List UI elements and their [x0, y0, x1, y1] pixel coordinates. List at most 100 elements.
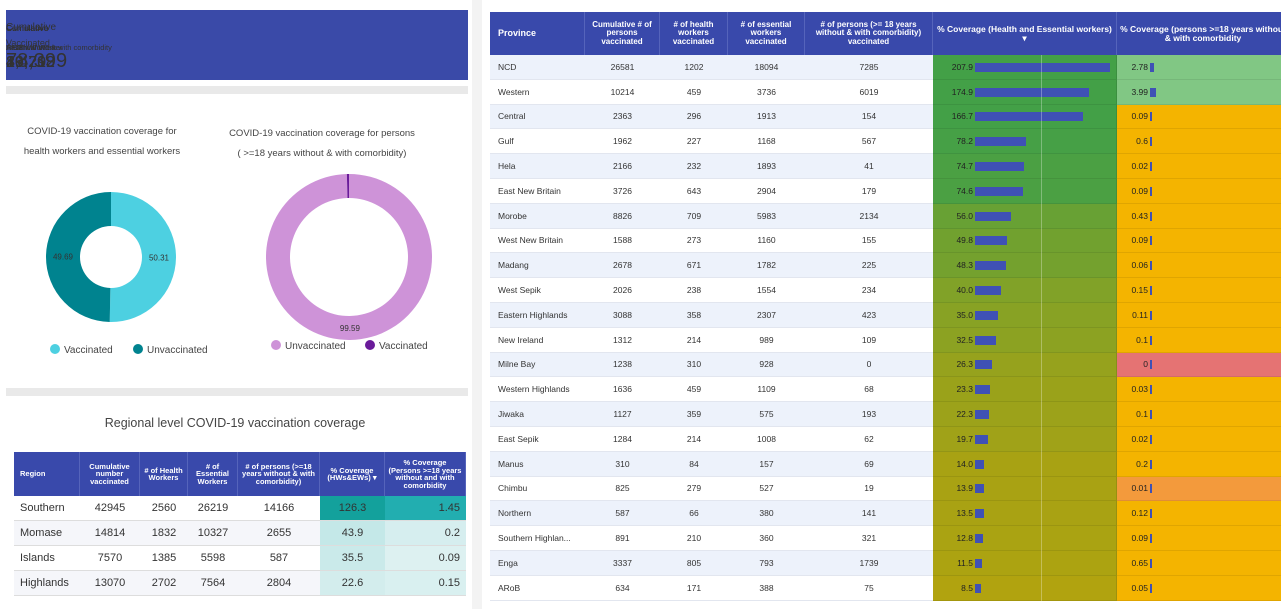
- table-cell: 527: [728, 476, 805, 502]
- coverage-cell: 48.3: [933, 253, 1117, 279]
- coverage-bar: [975, 211, 1012, 221]
- table-cell: Islands: [14, 546, 80, 571]
- table-cell: 157: [728, 451, 805, 477]
- table-cell: 238: [660, 278, 728, 303]
- coverage-cell: 13.9: [933, 476, 1117, 502]
- coverage-value: 40.0: [956, 285, 973, 296]
- coverage-value: 14.0: [956, 458, 973, 469]
- table-cell: 75: [805, 575, 933, 601]
- table-cell: 793: [728, 551, 805, 576]
- donut-title: health workers and essential workers: [24, 146, 181, 157]
- table-cell: 575: [728, 402, 805, 427]
- table-cell: Jiwaka: [490, 402, 585, 427]
- coverage-value: 0: [1143, 359, 1148, 370]
- table-cell: 1962: [585, 129, 660, 155]
- coverage-value: 0.11: [1132, 309, 1148, 320]
- column-header: Cumulative # of persons vaccinated: [585, 12, 660, 55]
- column-header: % Coverage (HWs&EWs) ▾: [320, 452, 385, 496]
- table-cell: 459: [660, 377, 728, 403]
- coverage-bar: [1150, 360, 1152, 370]
- table-cell: 2026: [585, 278, 660, 303]
- table-cell: Morobe: [490, 203, 585, 229]
- table-cell: 2655: [238, 521, 320, 546]
- coverage-bar: [975, 484, 985, 494]
- table-cell: 26581: [585, 55, 660, 80]
- coverage-cell: 0.01: [1117, 476, 1281, 502]
- coverage-bar: [975, 360, 993, 370]
- table-cell: 1739: [805, 551, 933, 576]
- coverage-cell: 0.2: [385, 521, 466, 546]
- table-cell: 1636: [585, 377, 660, 403]
- table-cell: 310: [585, 451, 660, 477]
- coverage-cell: 126.3: [320, 496, 385, 521]
- table-cell: 671: [660, 253, 728, 279]
- column-header: Cumulative number vaccinated: [80, 452, 140, 496]
- coverage-cell: 35.5: [320, 546, 385, 571]
- coverage-cell: 35.0: [933, 303, 1117, 328]
- coverage-cell: 32.5: [933, 327, 1117, 353]
- table-cell: 1160: [728, 228, 805, 254]
- kpi-label: Cumulative: [6, 23, 49, 33]
- legend-label: Vaccinated: [64, 345, 113, 356]
- kpi-value: 20,212: [6, 54, 55, 71]
- coverage-value: 0.09: [1131, 185, 1148, 196]
- table-cell: 6019: [805, 79, 933, 105]
- table-cell: East New Britain: [490, 179, 585, 204]
- coverage-cell: 0.11: [1117, 303, 1281, 328]
- coverage-cell: 0.15: [385, 571, 466, 596]
- coverage-cell: 0.09: [385, 546, 466, 571]
- coverage-cell: 0.09: [1117, 228, 1281, 254]
- coverage-value: 13.5: [956, 508, 973, 519]
- table-cell: Manus: [490, 451, 585, 477]
- table-cell: 709: [660, 203, 728, 229]
- coverage-bar: [1150, 162, 1152, 172]
- coverage-bar: [1150, 112, 1152, 122]
- coverage-value: 2.78: [1131, 61, 1148, 72]
- legend-label: Vaccinated: [379, 341, 428, 352]
- kpi-label: Cumulative: [6, 23, 49, 33]
- coverage-value: 0.02: [1131, 161, 1148, 172]
- coverage-bar: [975, 410, 990, 420]
- donut-title: COVID-19 vaccination coverage for: [27, 126, 176, 137]
- kpi-value: 78,399: [6, 50, 68, 72]
- coverage-value: 32.5: [956, 334, 973, 345]
- coverage-cell: 1.45: [385, 496, 466, 521]
- coverage-cell: 174.9: [933, 79, 1117, 105]
- table-cell: 2363: [585, 104, 660, 130]
- legend-label: Unvaccinated: [285, 341, 346, 352]
- coverage-cell: 0.02: [1117, 154, 1281, 179]
- coverage-value: 0.05: [1131, 582, 1148, 593]
- reference-line: [1041, 55, 1042, 601]
- table-cell: 155: [805, 228, 933, 254]
- table-cell: 171: [660, 575, 728, 601]
- table-cell: 10214: [585, 79, 660, 105]
- table-cell: 805: [660, 551, 728, 576]
- table-cell: 42945: [80, 496, 140, 521]
- table-cell: 1127: [585, 402, 660, 427]
- table-cell: Southern: [14, 496, 80, 521]
- table-cell: 5983: [728, 203, 805, 229]
- legend-swatch: [271, 340, 281, 350]
- coverage-cell: 2.78: [1117, 55, 1281, 80]
- coverage-cell: 166.7: [933, 104, 1117, 130]
- coverage-cell: 0.09: [1117, 179, 1281, 204]
- regional-table: Region Cumulative number vaccinated # of H…: [0, 0, 470, 609]
- coverage-cell: 0.1: [1117, 327, 1281, 353]
- coverage-cell: 22.3: [933, 402, 1117, 427]
- table-cell: 380: [728, 501, 805, 527]
- table-cell: 273: [660, 228, 728, 254]
- table-cell: 227: [660, 129, 728, 155]
- coverage-cell: 0.15: [1117, 278, 1281, 303]
- table-cell: West Sepik: [490, 278, 585, 303]
- table-cell: 1238: [585, 352, 660, 378]
- table-cell: Northern: [490, 501, 585, 527]
- coverage-bar: [975, 583, 981, 593]
- coverage-value: 0.43: [1131, 210, 1148, 221]
- table-cell: Chimbu: [490, 476, 585, 502]
- table-cell: 26219: [188, 496, 238, 521]
- table-cell: 1312: [585, 327, 660, 353]
- legend-swatch: [133, 344, 143, 354]
- kpi-value: 8,479: [6, 54, 47, 71]
- table-cell: 634: [585, 575, 660, 601]
- coverage-bar: [1150, 261, 1152, 271]
